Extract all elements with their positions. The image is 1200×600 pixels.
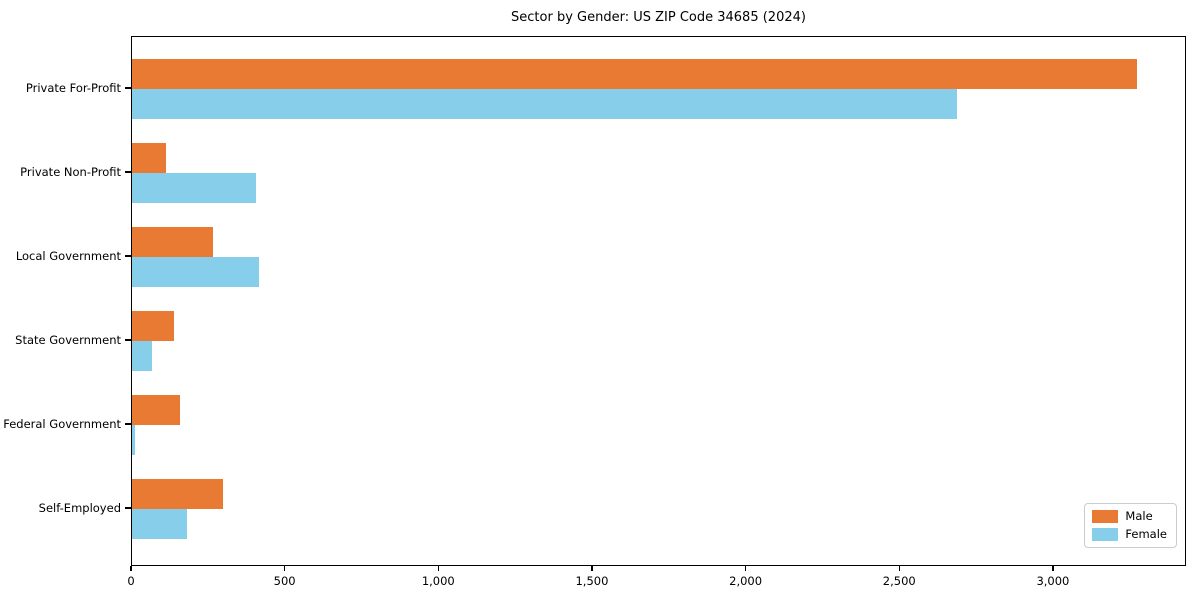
bar-female-self-employed — [132, 509, 187, 539]
x-axis-label-1-500: 1,500 — [575, 574, 609, 588]
x-axis-label-2-000: 2,000 — [729, 574, 763, 588]
bar-female-private-non-profit — [132, 173, 256, 203]
y-tick-mark — [125, 87, 131, 89]
x-axis-label-3-000: 3,000 — [1036, 574, 1070, 588]
x-axis-label-0: 0 — [127, 574, 135, 588]
legend-item-female: Female — [1092, 528, 1167, 541]
bar-male-local-government — [132, 227, 213, 257]
legend-label-male: Male — [1125, 509, 1153, 523]
bar-male-state-government — [132, 311, 174, 341]
bar-male-private-for-profit — [132, 59, 1137, 89]
x-tick-mark — [744, 566, 747, 571]
bar-female-federal-government — [132, 425, 136, 455]
legend-swatch-female — [1092, 528, 1119, 541]
bar-male-self-employed — [132, 479, 223, 509]
legend: Male Female — [1084, 503, 1177, 548]
y-axis-label-self-employed: Self-Employed — [38, 501, 121, 515]
y-axis-label-private-non-profit: Private Non-Profit — [20, 165, 121, 179]
y-axis-label-federal-government: Federal Government — [3, 417, 121, 431]
y-axis-label-local-government: Local Government — [15, 249, 121, 263]
y-axis-label-private-for-profit: Private For-Profit — [25, 81, 121, 95]
y-axis-label-state-government: State Government — [15, 333, 121, 347]
y-tick-mark — [125, 339, 131, 341]
x-axis-label-1-000: 1,000 — [421, 574, 455, 588]
bar-female-local-government — [132, 257, 259, 287]
bar-female-state-government — [132, 341, 152, 371]
x-tick-mark — [898, 566, 901, 571]
x-tick-mark — [283, 566, 286, 571]
y-tick-mark — [125, 171, 131, 173]
bar-male-private-non-profit — [132, 143, 166, 173]
bar-male-federal-government — [132, 395, 180, 425]
x-tick-mark — [437, 566, 440, 571]
plot-area: Male Female — [131, 36, 1186, 566]
x-tick-mark — [591, 566, 593, 571]
x-axis-label-500: 500 — [273, 574, 296, 588]
bar-female-private-for-profit — [132, 89, 958, 119]
legend-swatch-male — [1092, 510, 1119, 523]
legend-item-male: Male — [1092, 510, 1167, 523]
y-tick-mark — [125, 423, 131, 425]
x-tick-mark — [130, 566, 132, 571]
chart-title: Sector by Gender: US ZIP Code 34685 (202… — [511, 10, 806, 25]
x-tick-mark — [1052, 566, 1054, 571]
legend-label-female: Female — [1125, 527, 1167, 541]
y-tick-mark — [125, 507, 131, 509]
x-axis-label-2-500: 2,500 — [882, 574, 916, 588]
y-tick-mark — [125, 255, 131, 257]
